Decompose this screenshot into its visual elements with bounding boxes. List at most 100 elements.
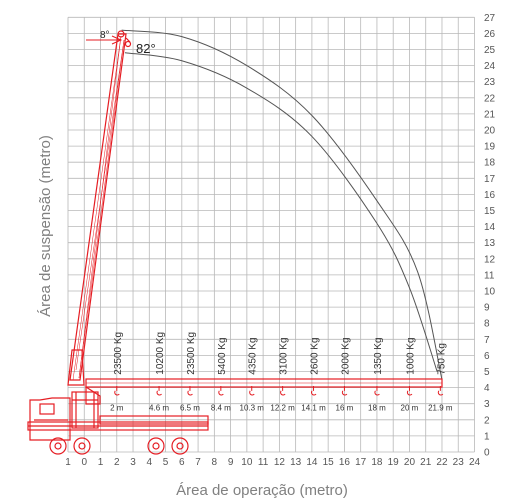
x-tick-label: 14	[306, 457, 318, 468]
capacity-label: 1000 Kg	[405, 337, 416, 374]
angle-label-82: 82°	[136, 41, 156, 56]
y-tick-label: 24	[484, 61, 496, 72]
reach-label: 4.6 m	[149, 403, 169, 412]
y-tick-label: 6	[484, 351, 490, 362]
x-tick-label: 21	[420, 457, 432, 468]
reach-label: 8.4 m	[211, 403, 231, 412]
y-tick-label: 18	[484, 158, 496, 169]
x-tick-label: 10	[241, 457, 253, 468]
y-tick-label: 26	[484, 29, 496, 40]
x-tick-label: 9	[228, 457, 234, 468]
y-tick-label: 10	[484, 287, 496, 298]
hook-icon	[218, 385, 224, 396]
reach-label: 6.5 m	[180, 403, 200, 412]
x-tick-label: 11	[258, 457, 269, 468]
y-tick-label: 27	[484, 13, 496, 24]
hook-icon	[341, 385, 348, 396]
x-tick-label: 24	[469, 457, 481, 468]
hook-icon	[374, 385, 380, 396]
x-tick-label: 3	[130, 457, 136, 468]
capacity-label: 5400 Kg	[217, 337, 228, 374]
y-tick-label: 19	[484, 142, 496, 153]
envelope-outer-curve	[121, 29, 443, 380]
y-tick-label: 17	[484, 174, 496, 185]
capacity-label: 4350 Kg	[248, 337, 259, 374]
y-tick-label: 8	[484, 319, 490, 330]
y-tick-label: 4	[484, 383, 490, 394]
y-tick-label: 12	[484, 254, 496, 265]
reach-label: 18 m	[368, 403, 386, 412]
y-tick-label: 2	[484, 415, 490, 426]
y-tick-label: 5	[484, 367, 490, 378]
y-tick-label: 15	[484, 206, 496, 217]
x-axis-ticks: 1 0 1 2 3 4 5 6 7 8 9 10 11 12 13 14 15 16 17 18 19 20 21 22 23 2…	[65, 457, 480, 468]
angle-indicator: 8° 82°	[86, 30, 156, 56]
hook-icon	[249, 385, 255, 396]
angle-label-8: 8°	[100, 30, 110, 41]
hook-icon	[156, 385, 162, 396]
hook-icon	[280, 385, 286, 396]
vertical-boom	[67, 30, 132, 386]
capacity-label: 23500 Kg	[186, 332, 197, 375]
hook-icon	[187, 385, 193, 396]
y-tick-label: 0	[484, 448, 490, 459]
x-tick-label: 0	[81, 457, 87, 468]
truck-illustration	[27, 391, 209, 455]
y-tick-label: 16	[484, 190, 496, 201]
x-tick-label: 5	[163, 457, 169, 468]
hook-icon	[114, 385, 120, 396]
capacity-label: 1350 Kg	[373, 337, 384, 374]
capacity-label: 750 Kg	[436, 343, 447, 375]
y-tick-label: 22	[484, 93, 496, 104]
y-tick-label: 1	[484, 431, 490, 442]
reach-label: 20 m	[401, 403, 419, 412]
x-tick-label: 6	[179, 457, 185, 468]
y-tick-label: 20	[484, 126, 496, 137]
reach-label: 14.1 m	[301, 403, 326, 412]
x-tick-label: 1	[98, 457, 104, 468]
x-tick-label: 19	[388, 457, 400, 468]
reach-label: 21.9 m	[428, 403, 453, 412]
x-tick-label: 4	[147, 457, 153, 468]
x-tick-label: 23	[453, 457, 465, 468]
hook-icon	[406, 385, 413, 396]
y-tick-label: 13	[484, 238, 496, 249]
hook-icon	[311, 385, 317, 396]
reach-label: 10.3 m	[240, 403, 265, 412]
y-tick-label: 23	[484, 77, 496, 88]
y-tick-label: 9	[484, 303, 490, 314]
y-tick-label: 3	[484, 399, 490, 410]
x-tick-label: 18	[371, 457, 383, 468]
x-tick-label: 13	[290, 457, 302, 468]
x-tick-label: 7	[195, 457, 201, 468]
x-tick-label: 2	[114, 457, 120, 468]
y-tick-label: 11	[484, 270, 495, 281]
capacity-label: 10200 Kg	[155, 332, 166, 375]
capacity-label: 2000 Kg	[340, 337, 351, 374]
reach-label: 2 m	[110, 403, 124, 412]
x-tick-label: 1	[65, 457, 71, 468]
x-tick-label: 16	[339, 457, 351, 468]
y-axis-title: Área de suspensão (metro)	[37, 135, 54, 317]
capacity-label: 23500 Kg	[113, 332, 124, 375]
reach-label: 12.2 m	[270, 403, 295, 412]
load-points: 23500 Kg 2 m 10200 Kg 4.6 m 23500 Kg 6.5 m 540…	[110, 332, 453, 413]
y-tick-label: 7	[484, 335, 490, 346]
x-tick-label: 8	[212, 457, 218, 468]
y-tick-label: 21	[484, 109, 496, 120]
envelope-inner-curve	[124, 52, 438, 372]
y-axis-ticks: 0123456789101112131415161718192021222324…	[484, 13, 496, 459]
x-tick-label: 22	[436, 457, 448, 468]
x-tick-label: 20	[404, 457, 416, 468]
horizontal-boom	[85, 378, 443, 405]
x-tick-label: 15	[323, 457, 335, 468]
working-range-envelope	[121, 29, 443, 380]
y-tick-label: 14	[484, 222, 496, 233]
x-tick-label: 12	[274, 457, 286, 468]
capacity-label: 3100 Kg	[279, 337, 290, 374]
hook-icon	[437, 385, 444, 396]
x-tick-label: 17	[355, 457, 367, 468]
reach-label: 16 m	[336, 403, 354, 412]
x-axis-title: Área de operação (metro)	[176, 482, 348, 499]
